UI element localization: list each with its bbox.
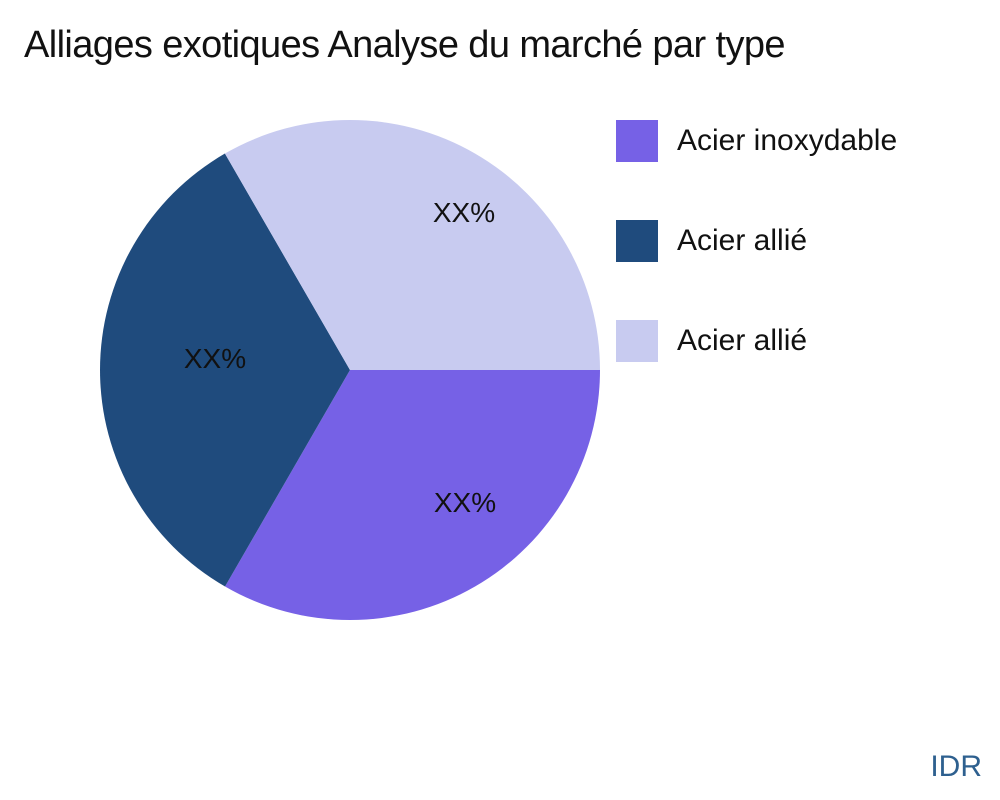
slice-value-label: XX% bbox=[432, 197, 496, 228]
legend-label: Acier allié bbox=[677, 324, 808, 357]
legend-label: Acier inoxydable bbox=[677, 124, 898, 157]
legend-item: Acier allié bbox=[616, 220, 897, 262]
slice-value-label: XX% bbox=[183, 343, 247, 374]
legend: Acier inoxydable Acier allié Acier allié bbox=[616, 120, 897, 420]
legend-item: Acier allié bbox=[616, 320, 897, 362]
pie-slice bbox=[224, 120, 600, 370]
legend-label: Acier allié bbox=[677, 224, 808, 257]
legend-swatch bbox=[616, 120, 658, 162]
legend-item: Acier inoxydable bbox=[616, 120, 897, 162]
legend-swatch bbox=[616, 320, 658, 362]
chart-title: Alliages exotiques Analyse du marché par… bbox=[24, 24, 786, 66]
slice-value-label: XX% bbox=[433, 487, 497, 518]
watermark: IDR bbox=[930, 750, 982, 783]
pie-slice bbox=[100, 153, 351, 587]
legend-swatch bbox=[616, 220, 658, 262]
pie-slice bbox=[225, 370, 601, 620]
